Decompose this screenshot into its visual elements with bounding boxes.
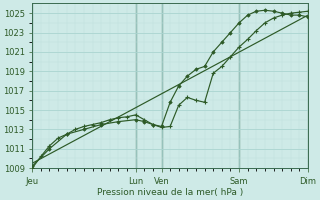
X-axis label: Pression niveau de la mer( hPa ): Pression niveau de la mer( hPa ) [97, 188, 243, 197]
